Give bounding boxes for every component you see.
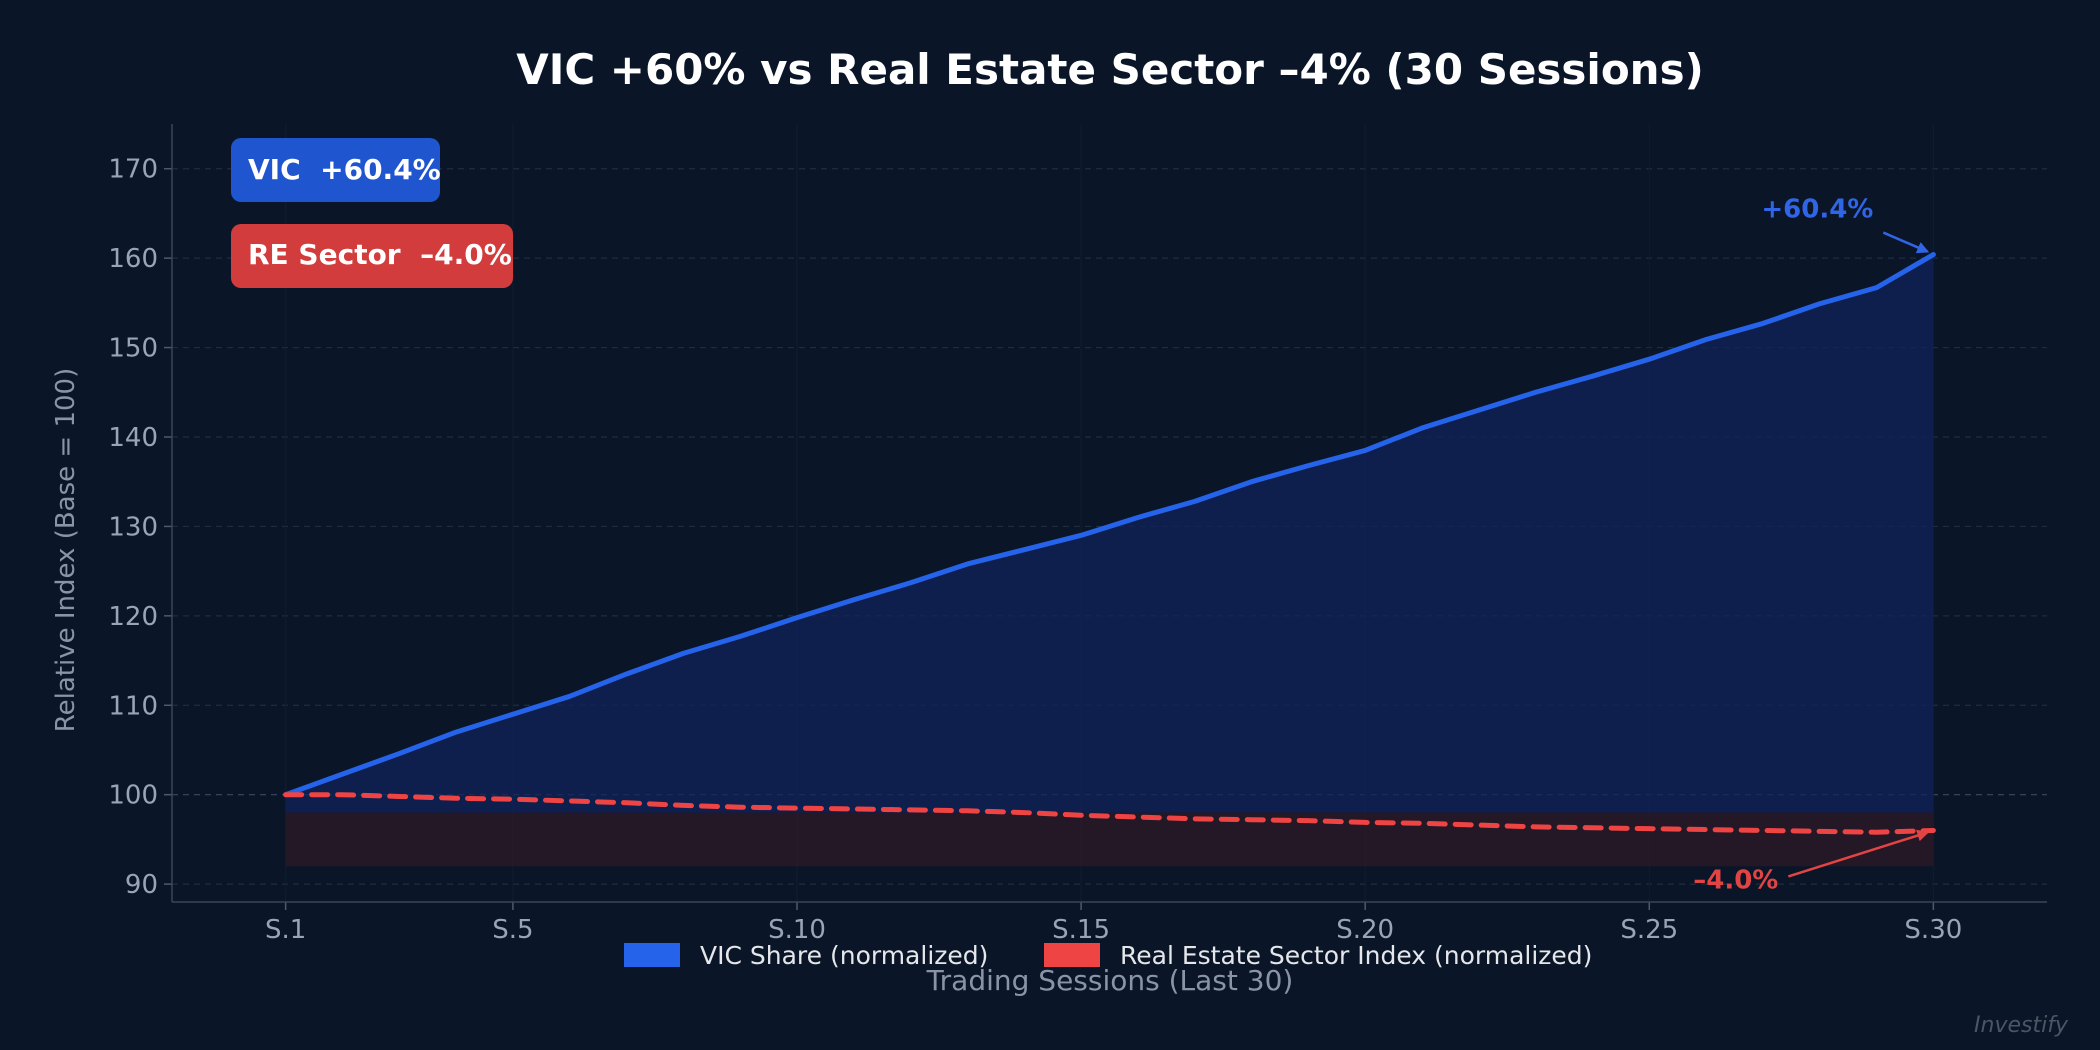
annotation-arrow-re-sector — [1787, 829, 1930, 878]
annotation-label-vic: +60.4% — [1761, 195, 1873, 225]
y-tick-label-110: 110 — [108, 691, 158, 721]
x-tick-label-10: S.10 — [768, 915, 826, 945]
x-axis-label: Trading Sessions (Last 30) — [926, 964, 1294, 997]
legend-label-vic: VIC Share (normalized) — [700, 941, 988, 970]
vic-area-fill — [285, 254, 1934, 813]
badge-re-sector-text: RE Sector –4.0% — [248, 238, 512, 271]
badge-re-sector-box — [231, 224, 513, 288]
y-tick-label-90: 90 — [125, 870, 158, 900]
fill-layer — [285, 254, 1934, 867]
vic-series-line — [283, 252, 1936, 798]
y-axis-label: Relative Index (Base = 100) — [51, 368, 81, 733]
legend-swatch-vic — [624, 943, 680, 967]
annotation-layer: +60.4% –4.0% — [1693, 195, 1930, 895]
re-sector-series-line — [283, 792, 1936, 835]
y-tick-label-170: 170 — [108, 155, 158, 185]
re-sector-band — [285, 812, 1934, 867]
chart-title: VIC +60% vs Real Estate Sector –4% (30 S… — [516, 45, 1704, 94]
y-tick-label-100: 100 — [108, 781, 158, 811]
badge-vic: VIC +60.4% — [231, 138, 441, 202]
y-tick-label-140: 140 — [108, 423, 158, 453]
y-tick-label-130: 130 — [108, 512, 158, 542]
y-tick-label-150: 150 — [108, 334, 158, 364]
annotation-arrow-vic — [1882, 231, 1930, 254]
axes-layer: 90 100 110 120 130 140 150 160 170 S.1 S.5 S.10 S.15… — [108, 124, 2047, 945]
y-tick-label-160: 160 — [108, 244, 158, 274]
x-tick-label-25: S.25 — [1620, 915, 1678, 945]
legend-swatch-re-sector — [1044, 943, 1100, 967]
badge-vic-box — [231, 138, 440, 202]
x-tick-label-1: S.1 — [265, 915, 306, 945]
x-tick-label-5: S.5 — [492, 915, 533, 945]
legend: VIC Share (normalized) Real Estate Secto… — [624, 941, 1592, 970]
watermark: Investify — [1974, 1013, 2069, 1038]
badge-re-sector: RE Sector –4.0% — [231, 224, 513, 288]
y-tick-label-120: 120 — [108, 602, 158, 632]
x-tick-label-30: S.30 — [1904, 915, 1962, 945]
badge-vic-text: VIC +60.4% — [248, 153, 441, 186]
x-tick-label-15: S.15 — [1052, 915, 1110, 945]
annotation-label-re-sector: –4.0% — [1693, 865, 1778, 895]
legend-label-re-sector: Real Estate Sector Index (normalized) — [1120, 941, 1592, 970]
x-tick-label-20: S.20 — [1336, 915, 1394, 945]
series-layer — [283, 252, 1936, 835]
